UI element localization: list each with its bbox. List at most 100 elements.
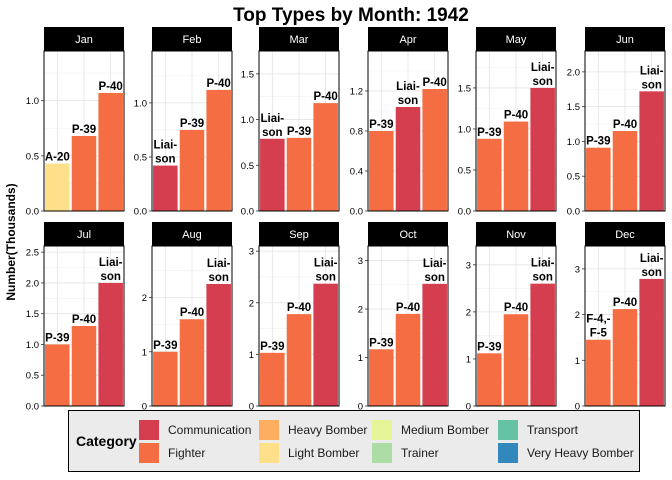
y-tick-label: 0.0 [134, 207, 147, 218]
bar-oct-3 [422, 283, 447, 406]
facet-strip-label: Sep [289, 229, 309, 241]
panel-border [43, 245, 125, 407]
panel-border [475, 245, 557, 407]
panel-jan: Jan A-20 P-39 P-40 0.0 0.5 1.0 [26, 27, 125, 218]
y-tick-label: 3 [249, 247, 254, 258]
facet-strip [368, 222, 448, 246]
legend-item-fighter: Fighter [139, 443, 205, 463]
panel-border [258, 245, 340, 407]
bar-jul-2 [71, 326, 97, 406]
facet-panels: JanA-20P-39P-400.00.51.0FebLiai-sonP-39P… [26, 27, 666, 411]
bar-label: P-39 [586, 136, 610, 148]
y-tick-label: 1.5 [567, 102, 580, 113]
facet-strip-label: Jan [75, 34, 93, 46]
legend-label: Very Heavy Bomber [527, 446, 634, 460]
bar-jan-2 [71, 135, 97, 211]
bar-label: A-20 [45, 152, 70, 164]
y-tick-label: 1.0 [241, 115, 254, 126]
bar-label: P-39 [369, 337, 393, 349]
bar-nov-2 [503, 314, 529, 406]
facet-strip [476, 27, 556, 51]
bar-sep-3 [313, 283, 338, 406]
y-tick-label: 2 [358, 305, 363, 316]
y-tick-label: 1.0 [26, 96, 39, 107]
y-tick-label: 1.5 [241, 69, 254, 80]
panel-border [584, 245, 666, 407]
legend-key [259, 443, 279, 463]
legend-key [498, 443, 518, 463]
y-tick-label: 1.0 [26, 340, 39, 351]
bar-oct-2 [395, 313, 421, 406]
bar-label: P-40 [72, 314, 96, 326]
y-tick-label: 2 [575, 310, 580, 321]
chart-title: Top Types by Month: 1942 [233, 5, 469, 26]
bar-label: P-39 [477, 127, 501, 139]
facet-strip-label: Oct [399, 229, 416, 241]
facet-strip-label: Feb [183, 34, 202, 46]
facet-strip-label: Mar [290, 34, 309, 46]
bar-label: P-40 [287, 302, 311, 314]
bar-label: Liai-son [207, 258, 231, 284]
bar-label: P-39 [369, 119, 393, 131]
y-tick-label: 0.0 [241, 207, 254, 218]
y-tick-label: 1 [575, 356, 580, 367]
facet-strip-label: May [506, 34, 527, 46]
bar-dec-2 [612, 309, 638, 406]
legend-key [498, 420, 518, 440]
y-tick-label: 3 [466, 260, 471, 271]
bar-label: P-40 [504, 302, 528, 314]
y-tick-label: 1.5 [26, 309, 39, 320]
panel-jun: Jun P-39P-40 Liai-son 0.0 0.5 1.0 1.5 2.0 [567, 27, 666, 218]
legend-item-medium-bomber: Medium Bomber [372, 420, 489, 440]
bar-label: Liai-son [396, 81, 420, 107]
bar-label: Liai-son [640, 65, 664, 91]
legend-label: Fighter [168, 446, 206, 460]
y-tick-label: 2.0 [567, 67, 580, 78]
legend-title: Category [76, 433, 137, 449]
facet-strip [585, 222, 665, 246]
facet-strip-label: Jun [616, 34, 634, 46]
bar-jun-3 [639, 91, 664, 211]
legend-label: Heavy Bomber [288, 423, 368, 437]
facet-strip [368, 27, 448, 51]
y-tick-label: 0.5 [458, 165, 471, 176]
bar-apr-3 [422, 89, 447, 211]
bar-feb-1 [153, 165, 178, 211]
bar-dec-3 [639, 278, 664, 406]
bar-may-3 [530, 87, 555, 211]
legend-key [372, 420, 392, 440]
panel-border [151, 50, 233, 212]
legend: Category Communication Fighter Heavy Bombe… [68, 410, 640, 472]
bar-label: Liai-son [314, 258, 338, 284]
bar-jul-3 [98, 282, 123, 406]
bar-feb-2 [179, 129, 205, 211]
facet-strip [259, 27, 339, 51]
bar-mar-2 [286, 137, 312, 211]
bar-label: P-39 [287, 126, 311, 138]
panel-border [584, 50, 666, 212]
y-tick-label: 1 [466, 354, 471, 365]
legend-key [139, 443, 159, 463]
y-tick-label: 0 [575, 402, 580, 411]
y-tick-label: 0.5 [26, 151, 39, 162]
y-tick-label: 0.0 [26, 402, 39, 411]
y-tick-label: 0.0 [458, 207, 471, 218]
panel-border [258, 50, 340, 212]
y-tick-label: 1 [249, 350, 254, 361]
legend-item-transport: Transport [498, 420, 578, 440]
bar-nov-1 [477, 353, 502, 406]
y-tick-label: 0 [142, 402, 147, 411]
bar-label: P-40 [613, 119, 637, 131]
legend-key [372, 443, 392, 463]
legend-label: Light Bomber [288, 446, 360, 460]
y-tick-label: 0.5 [241, 161, 254, 172]
panel-border [367, 245, 449, 407]
facet-strip [152, 222, 232, 246]
y-tick-label: 0.5 [567, 172, 580, 183]
y-tick-label: 0.4 [350, 167, 363, 178]
bar-aug-1 [153, 351, 178, 406]
y-tick-label: 3 [358, 256, 363, 267]
bar-jul-1 [45, 344, 70, 406]
y-tick-label: 2 [142, 293, 147, 304]
